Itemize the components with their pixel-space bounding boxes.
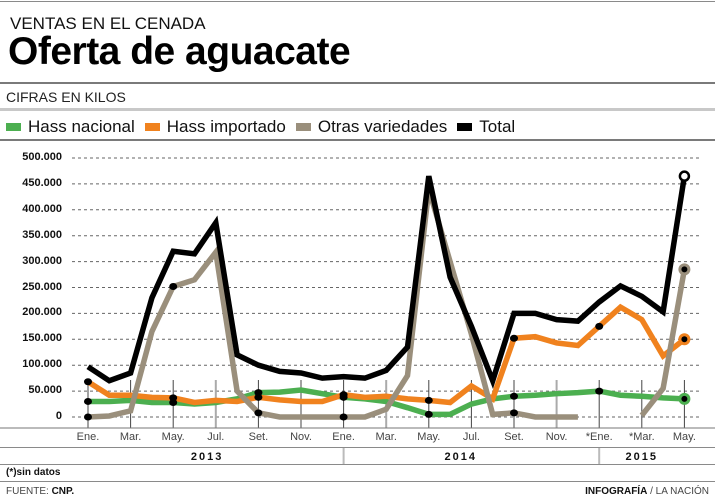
year-label: 2014 (444, 451, 477, 463)
note-rule (0, 481, 715, 482)
legend: Hass nacional Hass importado Otras varie… (6, 117, 525, 137)
data-point-hass-importado (681, 336, 688, 343)
series-line-otras-variedades (87, 188, 578, 420)
data-point-otras-variedades (681, 266, 688, 273)
data-point-otras-variedades (254, 409, 263, 417)
year-label: 2013 (190, 451, 224, 463)
series-line-hass-importado (86, 303, 687, 406)
data-point-hass-importado (169, 394, 178, 402)
legend-item-hass-importado: Hass importado (144, 117, 286, 137)
x-tick-label: Ene. (332, 431, 355, 443)
data-point-hass-nacional (681, 395, 688, 402)
y-tick-label: 150.000 (22, 332, 62, 345)
y-tick-label: 100.000 (22, 358, 62, 371)
data-point-hass-nacional (510, 392, 518, 400)
x-tick-label: May. (161, 431, 185, 443)
x-tick-label: Set. (248, 431, 269, 443)
legend-label: Hass importado (166, 117, 286, 136)
subtitle-rule (0, 108, 715, 111)
y-tick-label: 50.000 (28, 384, 62, 397)
y-tick-label: 300.000 (22, 254, 62, 267)
x-tick-label: *Ene. (585, 431, 613, 443)
source: FUENTE: CNP. (6, 486, 74, 497)
source-name: CNP. (51, 486, 75, 497)
axes (0, 427, 715, 464)
data-point-hass-nacional (424, 410, 433, 418)
x-tick-label: *Mar. (628, 431, 655, 443)
x-tick-label: May. (672, 431, 696, 443)
footnote: (*)sin datos (6, 467, 61, 478)
data-point-hass-importado (84, 378, 92, 386)
x-tick-label: Jul. (207, 431, 225, 443)
credit-rest: / LA NACIÓN (647, 486, 709, 497)
kicker: VENTAS EN EL CENADA (10, 14, 206, 33)
data-point-hass-importado (339, 391, 348, 399)
top-rule (0, 1, 715, 2)
y-tick-label: 0 (55, 410, 62, 422)
data-point-otras-variedades (424, 185, 433, 193)
page-title: Oferta de aguacate (8, 30, 351, 73)
x-axis-rule-bottom (0, 447, 715, 448)
data-point-total (678, 170, 691, 182)
y-tick-label: 350.000 (22, 228, 62, 241)
credit-bold: INFOGRAFÍA (585, 486, 648, 497)
legend-item-hass-nacional: Hass nacional (6, 117, 135, 137)
y-tick-label: 250.000 (22, 280, 62, 293)
x-tick-label: Ene. (76, 431, 100, 443)
x-tick-label: Nov. (290, 431, 312, 443)
legend-item-total: Total (457, 117, 515, 137)
source-prefix: FUENTE: (6, 486, 52, 497)
x-tick-label: Mar. (119, 431, 142, 443)
data-point-hass-nacional (84, 397, 92, 405)
year-rule (0, 464, 715, 465)
series-markers (84, 170, 691, 421)
legend-item-otras-variedades: Otras variedades (295, 117, 448, 137)
credit: INFOGRAFÍA / LA NACIÓN (585, 486, 709, 497)
x-tick-label: Nov. (545, 431, 568, 443)
legend-swatch-hass-importado (144, 123, 160, 131)
data-point-hass-importado (595, 322, 604, 330)
series-lines (86, 175, 688, 420)
y-tick-label: 200.000 (22, 306, 62, 319)
data-point-hass-nacional (595, 387, 604, 395)
x-tick-label: Mar. (375, 431, 397, 443)
y-tick-label: 450.000 (22, 176, 62, 189)
data-point-hass-importado (510, 334, 518, 342)
data-point-hass-importado (424, 396, 433, 404)
y-tick-label: 400.000 (22, 202, 62, 215)
series-line-total (86, 175, 688, 389)
data-point-otras-variedades (510, 409, 518, 417)
y-tick-label: 500.000 (22, 151, 62, 163)
data-point-hass-importado (254, 393, 263, 401)
legend-label: Total (479, 117, 516, 136)
title-rule (0, 82, 715, 84)
data-point-otras-variedades (339, 413, 348, 421)
subtitle: CIFRAS EN KILOS (6, 89, 126, 105)
x-tick-label: Jul. (462, 431, 480, 443)
legend-label: Hass nacional (28, 117, 135, 136)
x-tick-label: Set. (504, 431, 524, 443)
data-point-otras-variedades (169, 282, 178, 290)
legend-label: Otras variedades (317, 117, 448, 136)
year-label: 2015 (625, 451, 659, 463)
x-tick-label: May. (417, 431, 441, 443)
grid-lines (72, 157, 700, 418)
legend-swatch-otras-variedades (295, 123, 311, 131)
legend-swatch-hass-nacional (6, 123, 21, 131)
legend-swatch-total (457, 123, 473, 131)
data-point-otras-variedades (84, 413, 92, 421)
legend-rule (0, 139, 715, 141)
series-line-otras-variedades (639, 268, 688, 418)
